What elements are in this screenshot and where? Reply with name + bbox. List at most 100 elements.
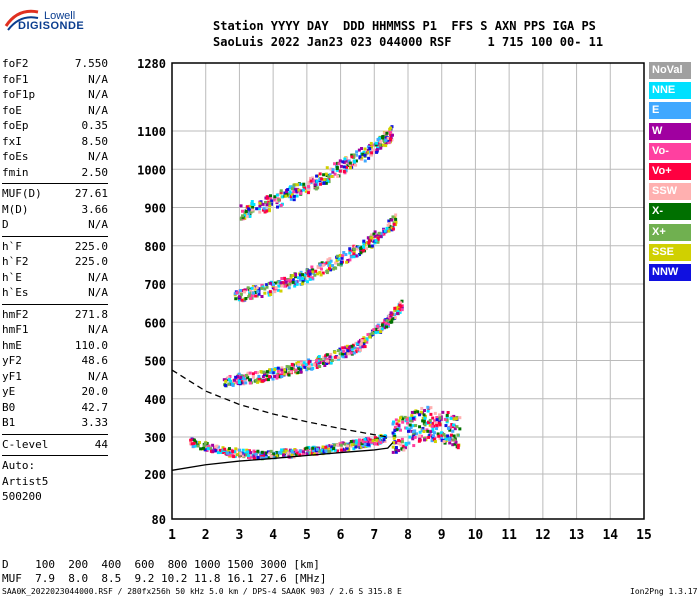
echo-point (222, 378, 226, 382)
echo-point (192, 438, 196, 442)
echo-point (411, 430, 415, 434)
echo-point (279, 289, 283, 293)
echo-point (389, 311, 393, 315)
echo-point (358, 346, 362, 350)
param-name: h`E (2, 270, 22, 284)
echo-point (275, 199, 279, 203)
echo-point (367, 440, 371, 444)
echo-point (366, 333, 370, 337)
echo-point (310, 265, 314, 269)
echo-point (329, 352, 333, 356)
echo-point (268, 204, 272, 208)
echo-point (356, 347, 360, 351)
echo-point (348, 251, 352, 255)
echo-point (305, 368, 309, 372)
echo-point (276, 280, 280, 284)
echo-point (245, 215, 249, 219)
y-tick-label: 900 (144, 202, 166, 216)
echo-point (286, 451, 290, 455)
echo-point (371, 439, 375, 443)
echo-point (403, 415, 407, 419)
echo-point (295, 282, 299, 286)
echo-point (328, 355, 332, 359)
echo-point (368, 147, 372, 151)
autoscaling-info: Artist5 (2, 474, 49, 488)
echo-point (267, 208, 271, 212)
param-row: foF2 7.550 (2, 56, 108, 72)
echo-point (373, 234, 377, 238)
echo-point (310, 270, 314, 274)
echo-point (271, 371, 275, 375)
echo-point (436, 432, 440, 436)
echo-point (341, 160, 345, 164)
param-value: N/A (88, 286, 108, 299)
echo-point (348, 258, 352, 262)
echo-point (397, 449, 401, 453)
echo-point (340, 256, 344, 260)
echo-point (342, 169, 346, 173)
echo-point (287, 365, 291, 369)
echo-point (411, 437, 415, 441)
echo-point (340, 448, 344, 452)
echo-point (283, 368, 287, 372)
param-row: h`F2 225.0 (2, 254, 108, 270)
echo-point (238, 288, 242, 292)
echo-point (391, 317, 395, 321)
echo-point (370, 143, 374, 147)
echo-point (379, 330, 383, 334)
echo-point (343, 442, 347, 446)
echo-point (388, 315, 392, 319)
echo-point (347, 346, 351, 350)
echo-point (433, 411, 437, 415)
echo-point (446, 426, 450, 430)
echo-point (289, 370, 293, 374)
echo-point (209, 447, 213, 451)
echo-point (262, 456, 266, 460)
echo-point (224, 384, 228, 388)
echo-point (344, 253, 348, 257)
echo-point (366, 236, 370, 240)
echo-point (298, 449, 302, 453)
echo-point (368, 332, 372, 336)
legend: NoVal NNE E W Vo- Vo+ SSW X- X+ SSE NNW (649, 62, 691, 284)
echo-point (382, 228, 386, 232)
echo-point (288, 191, 292, 195)
echo-point (231, 449, 235, 453)
echo-point (357, 438, 361, 442)
echo-point (335, 258, 339, 262)
echo-point (256, 380, 260, 384)
echo-point (297, 367, 301, 371)
echo-point (247, 207, 251, 211)
echo-point (302, 182, 306, 186)
echo-point (329, 264, 333, 268)
echo-point (263, 452, 267, 456)
echo-point (423, 416, 427, 420)
param-row: hmF1 N/A (2, 322, 108, 338)
echo-point (376, 233, 380, 237)
autoscaling-info: 500200 (2, 490, 42, 503)
echo-point (252, 203, 256, 207)
echo-point (282, 372, 286, 376)
echo-point (189, 438, 193, 442)
echo-point (269, 292, 273, 296)
echo-point (422, 413, 426, 417)
x-tick-label: 10 (468, 528, 484, 543)
echo-point (298, 278, 302, 282)
echo-point (367, 443, 371, 447)
echo-point (265, 285, 269, 289)
echo-point (353, 346, 357, 350)
y-tick-label: 700 (144, 278, 166, 292)
echo-point (287, 367, 291, 371)
echo-point (263, 210, 267, 214)
echo-point (330, 445, 334, 449)
echo-point (383, 439, 387, 443)
echo-point (325, 178, 329, 182)
param-row: B0 42.7 (2, 400, 108, 416)
header-line-1: Station YYYY DAY DDD HHMMSS P1 FFS S AXN… (213, 19, 596, 33)
echo-point (393, 306, 397, 310)
echo-point (271, 283, 275, 287)
echo-point (376, 240, 380, 244)
echo-point (265, 203, 269, 207)
echo-point (397, 419, 401, 423)
x-tick-label: 8 (404, 528, 412, 543)
